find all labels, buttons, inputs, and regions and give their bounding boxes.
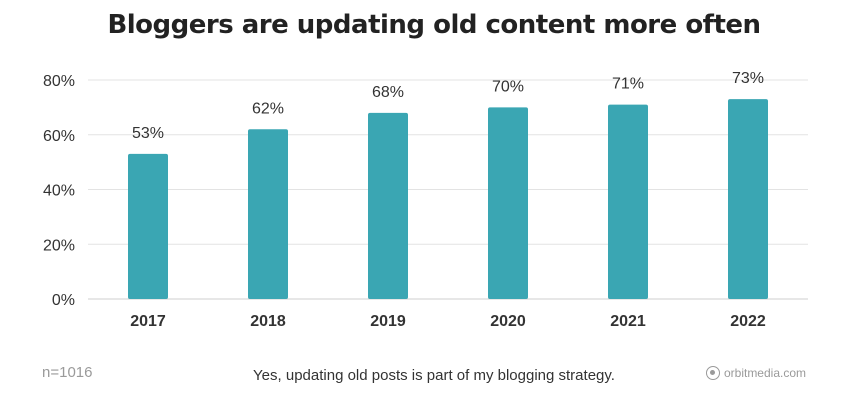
y-tick-label: 60% xyxy=(43,128,75,145)
y-tick-label: 20% xyxy=(43,237,75,254)
brand-logo: orbitmedia.com xyxy=(705,366,806,380)
x-tick-label: 2018 xyxy=(250,313,286,330)
data-label: 71% xyxy=(612,76,644,93)
x-tick-label: 2022 xyxy=(730,313,766,330)
bar xyxy=(128,153,168,299)
x-tick-label: 2017 xyxy=(130,313,166,330)
chart-title: Bloggers are updating old content more o… xyxy=(107,10,761,40)
data-label: 70% xyxy=(492,78,524,95)
brand-name: orbitmedia.com xyxy=(723,366,806,380)
bar xyxy=(368,112,408,299)
data-label: 68% xyxy=(372,84,404,101)
data-label: 62% xyxy=(252,100,284,117)
bar xyxy=(608,104,648,299)
data-label: 53% xyxy=(132,125,164,142)
orbit-icon xyxy=(705,366,720,380)
y-tick-label: 0% xyxy=(52,292,75,309)
y-tick-label: 40% xyxy=(43,183,75,200)
bar xyxy=(728,99,768,299)
data-label: 73% xyxy=(732,70,764,87)
x-tick-label: 2020 xyxy=(490,313,526,330)
bar xyxy=(488,107,528,299)
bar xyxy=(248,129,288,299)
x-tick-label: 2019 xyxy=(370,313,406,330)
x-tick-label: 2021 xyxy=(610,313,646,330)
chart-caption: Yes, updating old posts is part of my bl… xyxy=(253,367,615,384)
y-tick-label: 80% xyxy=(43,73,75,90)
sample-size: n=1016 xyxy=(42,364,93,381)
